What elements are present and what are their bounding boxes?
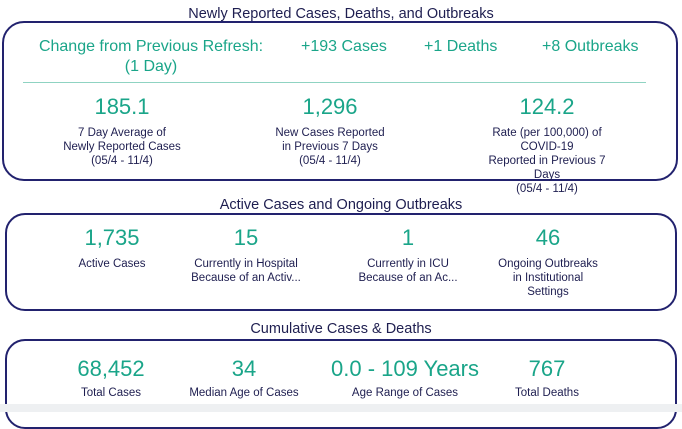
stat-value: 15 bbox=[233, 225, 259, 250]
change-row: Change from Previous Refresh: (1 Day) +1… bbox=[4, 37, 676, 77]
change-label-line1: Change from Previous Refresh: bbox=[38, 38, 264, 55]
stat-label-line3: (05/4 - 11/4) bbox=[91, 155, 153, 167]
stat-value: 124.2 bbox=[519, 94, 575, 119]
cases-delta: +193 Cases bbox=[301, 38, 387, 55]
bottom-strip bbox=[0, 404, 682, 412]
divider bbox=[23, 82, 646, 83]
stat-value: 68,452 bbox=[77, 356, 145, 381]
deaths-delta: +1 Deaths bbox=[424, 38, 498, 55]
stat-label-line1: Currently in ICU bbox=[367, 258, 449, 270]
active-cases-panel: 1,735 Active Cases 15 Currently in Hospi… bbox=[5, 213, 677, 311]
stat-value: 34 bbox=[231, 356, 257, 381]
stat-active-cases[interactable]: 1,735 Active Cases bbox=[78, 226, 145, 271]
newly-reported-panel: Change from Previous Refresh: (1 Day) +1… bbox=[2, 21, 678, 195]
change-label-line2: (1 Day) bbox=[124, 58, 178, 75]
section-title-cumulative: Cumulative Cases & Deaths bbox=[250, 321, 432, 337]
stat-total-deaths[interactable]: 767 Total Deaths bbox=[515, 357, 579, 400]
stat-label-line2: Reported in Previous 7 Days bbox=[488, 155, 606, 181]
stat-label-line1: Age Range of Cases bbox=[351, 387, 459, 399]
cumulative-panel: 68,452 Total Cases 34 Median Age of Case… bbox=[5, 339, 677, 429]
stat-7day-average[interactable]: 185.1 7 Day Average of Newly Reported Ca… bbox=[63, 95, 181, 168]
stat-label-line1: Currently in Hospital bbox=[194, 258, 298, 270]
stat-label-line2: in Previous 7 Days bbox=[282, 141, 378, 153]
stat-label-line3: (05/4 - 11/4) bbox=[299, 155, 361, 167]
stat-value: 767 bbox=[528, 356, 566, 381]
stat-value: 1,296 bbox=[302, 94, 358, 119]
stat-currently-in-icu[interactable]: 1 Currently in ICU Because of an Ac... bbox=[358, 226, 457, 285]
stat-label-line1: Ongoing Outbreaks bbox=[498, 258, 598, 270]
stat-label-line1: Rate (per 100,000) of COVID-19 bbox=[492, 127, 602, 153]
stat-value: 0.0 - 109 Years bbox=[330, 356, 480, 381]
stat-label-line1: Total Deaths bbox=[515, 387, 579, 399]
stat-label-line2: Because of an Activ... bbox=[191, 272, 301, 284]
stat-label-line1: 7 Day Average of bbox=[77, 127, 167, 139]
stat-value: 1,735 bbox=[84, 225, 140, 250]
stat-label-line3: Settings bbox=[527, 286, 569, 298]
stat-label-line1: Total Cases bbox=[80, 387, 142, 399]
stat-total-cases[interactable]: 68,452 Total Cases bbox=[77, 357, 144, 400]
stat-value: 185.1 bbox=[94, 94, 150, 119]
stat-label-line2: Newly Reported Cases bbox=[63, 141, 181, 153]
stat-label-line2: Because of an Ac... bbox=[358, 272, 458, 284]
outbreaks-delta: +8 Outbreaks bbox=[542, 38, 639, 55]
stat-currently-in-hospital[interactable]: 15 Currently in Hospital Because of an A… bbox=[191, 226, 301, 285]
stat-value: 1 bbox=[401, 225, 415, 250]
stat-label-line1: Active Cases bbox=[78, 258, 146, 270]
stat-rate-per-100k[interactable]: 124.2 Rate (per 100,000) of COVID-19 Rep… bbox=[483, 95, 612, 196]
stat-median-age[interactable]: 34 Median Age of Cases bbox=[189, 357, 298, 400]
stat-label-line1: Median Age of Cases bbox=[189, 387, 299, 399]
stat-age-range[interactable]: 0.0 - 109 Years Age Range of Cases bbox=[331, 357, 479, 400]
change-label: Change from Previous Refresh: (1 Day) bbox=[26, 37, 276, 77]
section-title-newly-reported: Newly Reported Cases, Deaths, and Outbre… bbox=[188, 6, 494, 22]
stat-label-line1: New Cases Reported bbox=[275, 127, 385, 139]
stat-label-line3: (05/4 - 11/4) bbox=[516, 183, 578, 195]
section-title-active-cases: Active Cases and Ongoing Outbreaks bbox=[219, 197, 463, 213]
stat-new-cases-7days[interactable]: 1,296 New Cases Reported in Previous 7 D… bbox=[275, 95, 384, 168]
stat-label-line2: in Institutional bbox=[512, 272, 584, 284]
stat-ongoing-outbreaks[interactable]: 46 Ongoing Outbreaks in Institutional Se… bbox=[498, 226, 598, 299]
stat-value: 46 bbox=[535, 225, 561, 250]
